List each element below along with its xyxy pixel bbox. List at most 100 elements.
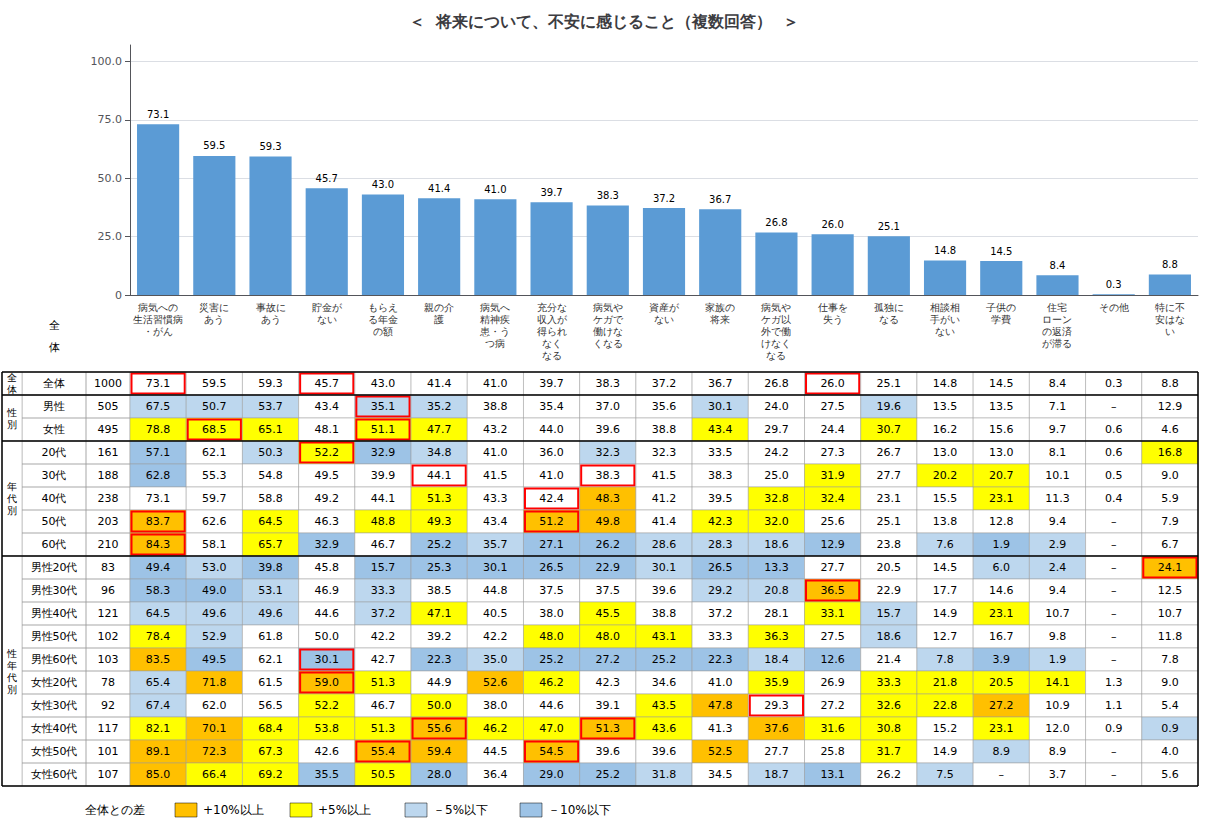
svg-text:全: 全 — [49, 319, 60, 332]
svg-text:41.5: 41.5 — [483, 469, 508, 482]
svg-text:29.2: 29.2 — [708, 584, 733, 597]
svg-text:55.3: 55.3 — [202, 469, 227, 482]
svg-text:21.4: 21.4 — [877, 653, 902, 666]
svg-text:36.0: 36.0 — [539, 446, 564, 459]
svg-text:68.5: 68.5 — [202, 423, 227, 436]
svg-text:49.8: 49.8 — [596, 515, 621, 528]
svg-text:9.4: 9.4 — [1049, 584, 1067, 597]
svg-text:0: 0 — [115, 289, 122, 302]
svg-text:41.4: 41.4 — [427, 377, 452, 390]
svg-text:50.0: 50.0 — [427, 699, 452, 712]
svg-text:26.5: 26.5 — [539, 561, 564, 574]
svg-text:32.9: 32.9 — [371, 446, 396, 459]
svg-text:64.5: 64.5 — [146, 607, 171, 620]
svg-text:27.2: 27.2 — [596, 653, 621, 666]
svg-text:－5%以下: －5%以下 — [433, 803, 488, 817]
svg-text:50.5: 50.5 — [371, 768, 396, 781]
svg-text:あう: あう — [204, 314, 224, 325]
svg-text:男性30代: 男性30代 — [31, 584, 78, 597]
svg-text:0.5: 0.5 — [1105, 469, 1123, 482]
svg-text:36.7: 36.7 — [709, 194, 731, 205]
svg-text:32.6: 32.6 — [877, 699, 902, 712]
svg-text:別: 別 — [7, 505, 17, 516]
svg-text:70.1: 70.1 — [202, 722, 227, 735]
svg-text:41.4: 41.4 — [652, 515, 677, 528]
svg-text:33.1: 33.1 — [820, 607, 845, 620]
svg-text:41.3: 41.3 — [708, 722, 733, 735]
svg-text:48.1: 48.1 — [314, 423, 339, 436]
svg-text:8.4: 8.4 — [1049, 377, 1067, 390]
svg-text:39.1: 39.1 — [596, 699, 621, 712]
svg-text:58.3: 58.3 — [146, 584, 171, 597]
svg-text:39.9: 39.9 — [371, 469, 396, 482]
svg-text:12.0: 12.0 — [1045, 722, 1070, 735]
svg-text:18.6: 18.6 — [764, 538, 789, 551]
svg-text:66.4: 66.4 — [202, 768, 227, 781]
svg-text:20.5: 20.5 — [877, 561, 902, 574]
svg-text:12.6: 12.6 — [820, 653, 845, 666]
svg-text:51.1: 51.1 — [371, 423, 396, 436]
svg-text:44.5: 44.5 — [483, 745, 508, 758]
svg-text:38.3: 38.3 — [596, 377, 621, 390]
svg-text:89.1: 89.1 — [146, 745, 171, 758]
svg-text:特に不: 特に不 — [1155, 302, 1185, 313]
svg-text:13.1: 13.1 — [820, 768, 845, 781]
svg-text:男性20代: 男性20代 — [31, 561, 78, 574]
svg-text:55.4: 55.4 — [371, 745, 396, 758]
svg-text:42.6: 42.6 — [314, 745, 339, 758]
svg-text:1.9: 1.9 — [1049, 653, 1067, 666]
svg-text:54.8: 54.8 — [258, 469, 283, 482]
svg-text:60代: 60代 — [42, 538, 67, 551]
svg-text:51.3: 51.3 — [371, 722, 396, 735]
svg-text:14.6: 14.6 — [989, 584, 1014, 597]
svg-text:65.7: 65.7 — [258, 538, 283, 551]
svg-text:ケガ以: ケガ以 — [761, 314, 791, 325]
svg-text:59.3: 59.3 — [258, 377, 283, 390]
svg-text:36.7: 36.7 — [708, 377, 733, 390]
svg-text:16.7: 16.7 — [989, 630, 1014, 643]
svg-text:24.1: 24.1 — [1158, 561, 1183, 574]
svg-text:69.2: 69.2 — [258, 768, 283, 781]
svg-text:30.1: 30.1 — [483, 561, 508, 574]
svg-text:53.0: 53.0 — [202, 561, 227, 574]
svg-text:62.1: 62.1 — [258, 653, 283, 666]
svg-text:39.6: 39.6 — [596, 423, 621, 436]
svg-text:0.9: 0.9 — [1105, 722, 1123, 735]
svg-text:39.5: 39.5 — [708, 492, 733, 505]
svg-text:＜ 将来について、不安に感じること（複数回答） ＞: ＜ 将来について、不安に感じること（複数回答） ＞ — [409, 12, 799, 31]
svg-text:8.8: 8.8 — [1161, 377, 1179, 390]
svg-text:の額: の額 — [373, 326, 393, 337]
svg-text:12.5: 12.5 — [1158, 584, 1183, 597]
svg-text:59.5: 59.5 — [203, 140, 225, 151]
svg-text:病気や: 病気や — [761, 302, 791, 313]
svg-text:48.8: 48.8 — [371, 515, 396, 528]
svg-text:家族の: 家族の — [705, 302, 735, 313]
svg-text:精神疾: 精神疾 — [480, 314, 510, 325]
svg-text:–: – — [1111, 768, 1117, 781]
svg-text:32.8: 32.8 — [764, 492, 789, 505]
svg-text:23.8: 23.8 — [877, 538, 902, 551]
svg-text:+5%以上: +5%以上 — [318, 803, 371, 817]
svg-text:25.3: 25.3 — [427, 561, 452, 574]
svg-text:27.7: 27.7 — [764, 745, 789, 758]
svg-text:15.7: 15.7 — [371, 561, 396, 574]
svg-text:22.3: 22.3 — [708, 653, 733, 666]
svg-text:72.3: 72.3 — [202, 745, 227, 758]
svg-text:46.2: 46.2 — [483, 722, 508, 735]
svg-text:58.1: 58.1 — [202, 538, 227, 551]
svg-text:53.8: 53.8 — [314, 722, 339, 735]
svg-text:別: 別 — [7, 684, 17, 695]
svg-text:女性50代: 女性50代 — [31, 745, 78, 758]
svg-text:39.7: 39.7 — [539, 377, 564, 390]
svg-text:性: 性 — [6, 648, 17, 659]
svg-text:14.8: 14.8 — [934, 245, 956, 256]
svg-text:なる: なる — [542, 350, 562, 361]
svg-text:14.1: 14.1 — [1045, 676, 1070, 689]
svg-text:92: 92 — [101, 699, 115, 712]
svg-text:495: 495 — [98, 423, 119, 436]
svg-text:101: 101 — [98, 745, 119, 758]
svg-text:39.8: 39.8 — [258, 561, 283, 574]
svg-text:28.1: 28.1 — [764, 607, 789, 620]
svg-text:18.4: 18.4 — [764, 653, 789, 666]
svg-text:男性60代: 男性60代 — [31, 653, 78, 666]
